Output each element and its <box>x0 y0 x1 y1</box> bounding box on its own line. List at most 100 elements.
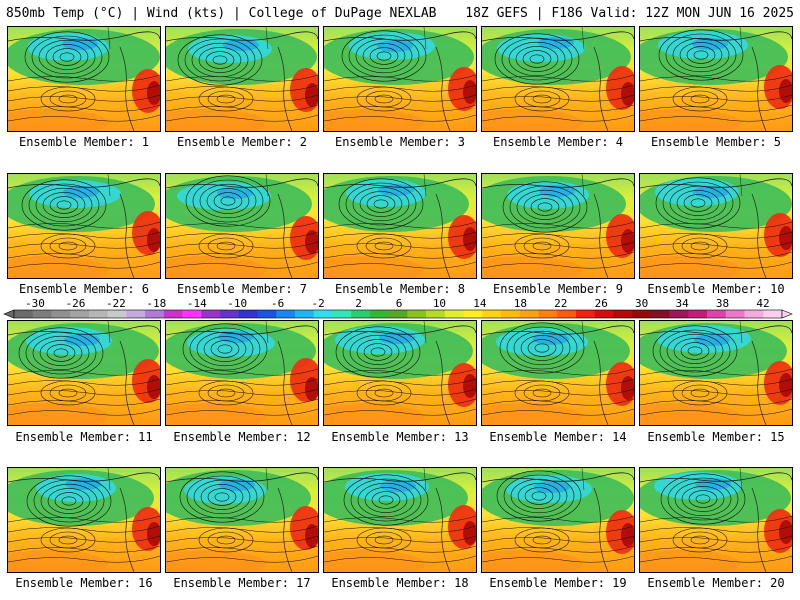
temperature-field-image <box>640 174 792 278</box>
colorbar-swatch <box>688 310 708 318</box>
ensemble-member-map <box>639 173 793 279</box>
colorbar-swatch <box>276 310 296 318</box>
ensemble-member-label: Ensemble Member: 8 <box>334 282 466 296</box>
temperature-field-image <box>324 27 476 131</box>
colorbar-swatch <box>182 310 202 318</box>
ensemble-member-label: Ensemble Member: 16 <box>15 576 153 590</box>
temperature-field-image <box>482 321 634 425</box>
temperature-field-image <box>8 468 160 572</box>
ensemble-member-label: Ensemble Member: 15 <box>647 430 785 444</box>
colorbar-tick-label: 2 <box>355 297 362 310</box>
ensemble-member-map <box>165 26 319 132</box>
ensemble-member-label: Ensemble Member: 20 <box>647 576 785 590</box>
temperature-field-image <box>482 27 634 131</box>
temperature-field-image <box>8 321 160 425</box>
colorbar-tick-label: 18 <box>514 297 527 310</box>
temperature-field-image <box>482 174 634 278</box>
ensemble-member-map <box>7 320 161 426</box>
colorbar-swatch <box>707 310 727 318</box>
colorbar-swatch <box>482 310 502 318</box>
temperature-field-image <box>166 174 318 278</box>
colorbar-tick-label: -18 <box>146 297 166 310</box>
colorbar-swatch <box>557 310 577 318</box>
colorbar-swatch <box>145 310 165 318</box>
temperature-field-image <box>640 468 792 572</box>
ensemble-member-label: Ensemble Member: 13 <box>331 430 469 444</box>
colorbar-tick-label: -26 <box>66 297 86 310</box>
temperature-field-image <box>166 468 318 572</box>
ensemble-member-label: Ensemble Member: 9 <box>492 282 624 296</box>
ensemble-member-map <box>639 320 793 426</box>
colorbar-swatch <box>575 310 595 318</box>
colorbar-swatch <box>201 310 221 318</box>
colorbar-swatch <box>107 310 127 318</box>
colorbar-swatch <box>313 310 333 318</box>
colorbar-tick-label: 30 <box>635 297 648 310</box>
colorbar-tick-label: -14 <box>187 297 207 310</box>
temperature-field-image <box>324 174 476 278</box>
ensemble-member-label: Ensemble Member: 19 <box>489 576 627 590</box>
colorbar-swatch <box>669 310 689 318</box>
ensemble-member-map <box>481 26 635 132</box>
colorbar-swatch <box>220 310 240 318</box>
colorbar-tick-label: -10 <box>227 297 247 310</box>
colorbar-swatch <box>426 310 446 318</box>
ensemble-member-label: Ensemble Member: 3 <box>334 135 466 149</box>
colorbar-tick-label: 14 <box>473 297 487 310</box>
ensemble-member-label: Ensemble Member: 6 <box>18 282 150 296</box>
colorbar-tick-label: 26 <box>595 297 608 310</box>
colorbar-tick-label: -22 <box>106 297 126 310</box>
colorbar-swatch <box>351 310 371 318</box>
ensemble-member-map <box>481 467 635 573</box>
colorbar-tick-label: 42 <box>756 297 769 310</box>
colorbar-swatch <box>369 310 389 318</box>
colorbar-swatch <box>613 310 633 318</box>
temperature-field-image <box>166 27 318 131</box>
ensemble-member-label: Ensemble Member: 11 <box>15 430 153 444</box>
colorbar-swatch <box>238 310 258 318</box>
temperature-field-image <box>8 174 160 278</box>
temperature-field-image <box>482 468 634 572</box>
colorbar-max-arrow <box>781 309 793 319</box>
colorbar-swatch <box>650 310 670 318</box>
ensemble-member-label: Ensemble Member: 10 <box>647 282 785 296</box>
colorbar-swatch <box>70 310 90 318</box>
colorbar-swatch <box>332 310 352 318</box>
ensemble-member-label: Ensemble Member: 4 <box>492 135 624 149</box>
ensemble-member-label: Ensemble Member: 5 <box>650 135 782 149</box>
ensemble-member-label: Ensemble Member: 17 <box>173 576 311 590</box>
colorbar-swatch <box>51 310 71 318</box>
colorbar-tick-label: 10 <box>433 297 446 310</box>
temperature-field-image <box>324 468 476 572</box>
colorbar-tick-label: -6 <box>271 297 284 310</box>
colorbar-swatch <box>14 310 34 318</box>
colorbar-swatch <box>519 310 539 318</box>
ensemble-member-map <box>323 467 477 573</box>
temperature-field-image <box>640 321 792 425</box>
ensemble-member-map <box>165 320 319 426</box>
ensemble-member-label: Ensemble Member: 1 <box>18 135 150 149</box>
colorbar-swatch <box>538 310 558 318</box>
colorbar-swatch <box>501 310 521 318</box>
colorbar-tick-label: 34 <box>675 297 689 310</box>
colorbar-swatch <box>88 310 108 318</box>
temperature-field-image <box>324 321 476 425</box>
ensemble-member-map <box>7 467 161 573</box>
colorbar-min-arrow <box>3 309 15 319</box>
temperature-field-image <box>8 27 160 131</box>
ensemble-member-map <box>7 26 161 132</box>
valid-time-label: 18Z GEFS | F186 Valid: 12Z MON JUN 16 20… <box>465 6 794 21</box>
colorbar-tick-label: 6 <box>396 297 403 310</box>
ensemble-member-label: Ensemble Member: 12 <box>173 430 311 444</box>
ensemble-member-map <box>639 467 793 573</box>
temperature-colorbar: -30 -26 -22 -18 -14 -10 -6 -2 2 6 10 14 18 22 26 30 34 38… <box>3 297 793 319</box>
colorbar-swatch <box>126 310 146 318</box>
colorbar-swatch <box>407 310 427 318</box>
ensemble-member-map <box>165 173 319 279</box>
ensemble-member-map <box>323 173 477 279</box>
colorbar-swatch <box>632 310 652 318</box>
ensemble-member-map <box>7 173 161 279</box>
colorbar-swatch <box>257 310 277 318</box>
colorbar-swatch <box>388 310 408 318</box>
colorbar-swatch <box>763 310 783 318</box>
